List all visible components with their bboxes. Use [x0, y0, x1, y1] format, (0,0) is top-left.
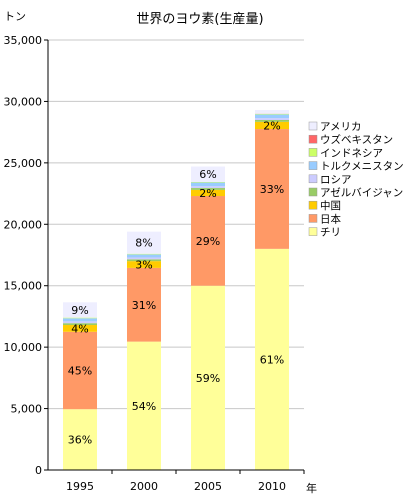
- bar-segment: [191, 181, 225, 183]
- legend-swatch: [308, 121, 318, 131]
- data-label: 36%: [68, 434, 92, 447]
- bar-segment: [255, 121, 289, 130]
- legend-swatch: [308, 227, 318, 236]
- data-label: 31%: [132, 299, 156, 312]
- bar-segment: [191, 285, 225, 470]
- bar-segment: [127, 341, 161, 470]
- bar-segment: [127, 259, 161, 262]
- y-tick-label: 35,000: [4, 34, 43, 47]
- y-tick-label: 20,000: [4, 218, 43, 231]
- data-label: 9%: [71, 304, 88, 317]
- legend-label: 日本: [320, 212, 341, 225]
- legend-label: トルクメニスタン: [320, 161, 404, 173]
- bar-segment: [255, 119, 289, 122]
- data-label: 61%: [260, 353, 284, 366]
- x-tick-label: 2000: [130, 480, 158, 493]
- data-label: 2%: [263, 119, 280, 132]
- bar-segment: [255, 129, 289, 249]
- y-ticks: 0 5,000 10,000 15,000 20,000 25,000 30,000 35,0…: [4, 34, 48, 477]
- y-tick-label: 10,000: [4, 341, 43, 354]
- data-label: 54%: [132, 400, 156, 413]
- y-tick-label: 30,000: [4, 95, 43, 108]
- y-axis-label: トン: [4, 10, 26, 23]
- bar-segment: [63, 302, 97, 318]
- data-label: 2%: [199, 187, 216, 200]
- chart-title: 世界のヨウ素(生産量): [136, 11, 263, 27]
- legend-swatch: [308, 161, 318, 170]
- data-label: 6%: [199, 168, 216, 181]
- legend-label: アメリカ: [320, 121, 361, 133]
- bar-segment: [127, 254, 161, 258]
- x-ticks: 1995 2000 2005 2010: [66, 470, 305, 493]
- bar-segment: [255, 114, 289, 119]
- data-label: 8%: [135, 237, 152, 250]
- y-tick-label: 15,000: [4, 280, 43, 293]
- bars: [63, 110, 289, 470]
- bar-segment: [63, 409, 97, 470]
- data-label: 4%: [71, 322, 88, 335]
- bar-segment: [63, 318, 97, 322]
- legend-label: インドネシア: [320, 147, 383, 159]
- bar-segment: [127, 267, 161, 342]
- legend-swatch: [308, 148, 318, 157]
- bar-segment: [63, 317, 97, 319]
- x-tick-label: 2005: [194, 480, 222, 493]
- legend: アメリカウズベキスタンインドネシアトルクメニスタンロシアアゼルバイジャン中国日本…: [308, 121, 404, 239]
- legend-swatch: [308, 200, 318, 210]
- data-label: 3%: [135, 259, 152, 272]
- legend-swatch: [308, 134, 318, 144]
- bar-segment: [255, 113, 289, 115]
- bar-segment: [127, 257, 161, 260]
- bar-segment: [255, 110, 289, 114]
- data-label: 59%: [196, 372, 220, 385]
- bar-segment: [191, 188, 225, 190]
- bar-segment: [63, 331, 97, 410]
- x-tick-label: 1995: [66, 480, 94, 493]
- legend-label: ウズベキスタン: [320, 133, 393, 146]
- x-axis-label: 年: [306, 481, 317, 495]
- bar-segment: [63, 323, 97, 326]
- data-label: 45%: [68, 364, 92, 377]
- legend-label: 中国: [320, 199, 341, 212]
- bar-segment: [191, 182, 225, 187]
- legend-label: アゼルバイジャン: [320, 187, 403, 199]
- bar-segment: [63, 325, 97, 332]
- x-tick-label: 2010: [258, 480, 286, 493]
- bar-segment: [191, 166, 225, 182]
- bar-segment: [255, 118, 289, 120]
- data-label: 33%: [260, 183, 284, 196]
- bar-segment: [127, 261, 161, 268]
- legend-label: チリ: [320, 227, 341, 239]
- bar-segment: [127, 231, 161, 254]
- y-tick-label: 25,000: [4, 157, 43, 170]
- bar-segment: [191, 186, 225, 189]
- bar-segment: [191, 196, 225, 286]
- bar-segment: [191, 189, 225, 197]
- legend-swatch: [308, 214, 318, 223]
- bar-segment: [63, 321, 97, 324]
- y-tick-label: 0: [35, 464, 42, 477]
- bar-segment: [127, 253, 161, 255]
- legend-swatch: [308, 187, 318, 197]
- bar-labels: 36% 45% 4% 9% 54% 31% 3% 8% 59% 29% 2% 6% 61% 33% 2%: [68, 119, 284, 446]
- y-tick-label: 5,000: [11, 403, 43, 416]
- bar-segment: [255, 248, 289, 470]
- legend-swatch: [308, 174, 318, 184]
- data-label: 29%: [196, 235, 220, 248]
- legend-label: ロシア: [320, 174, 352, 186]
